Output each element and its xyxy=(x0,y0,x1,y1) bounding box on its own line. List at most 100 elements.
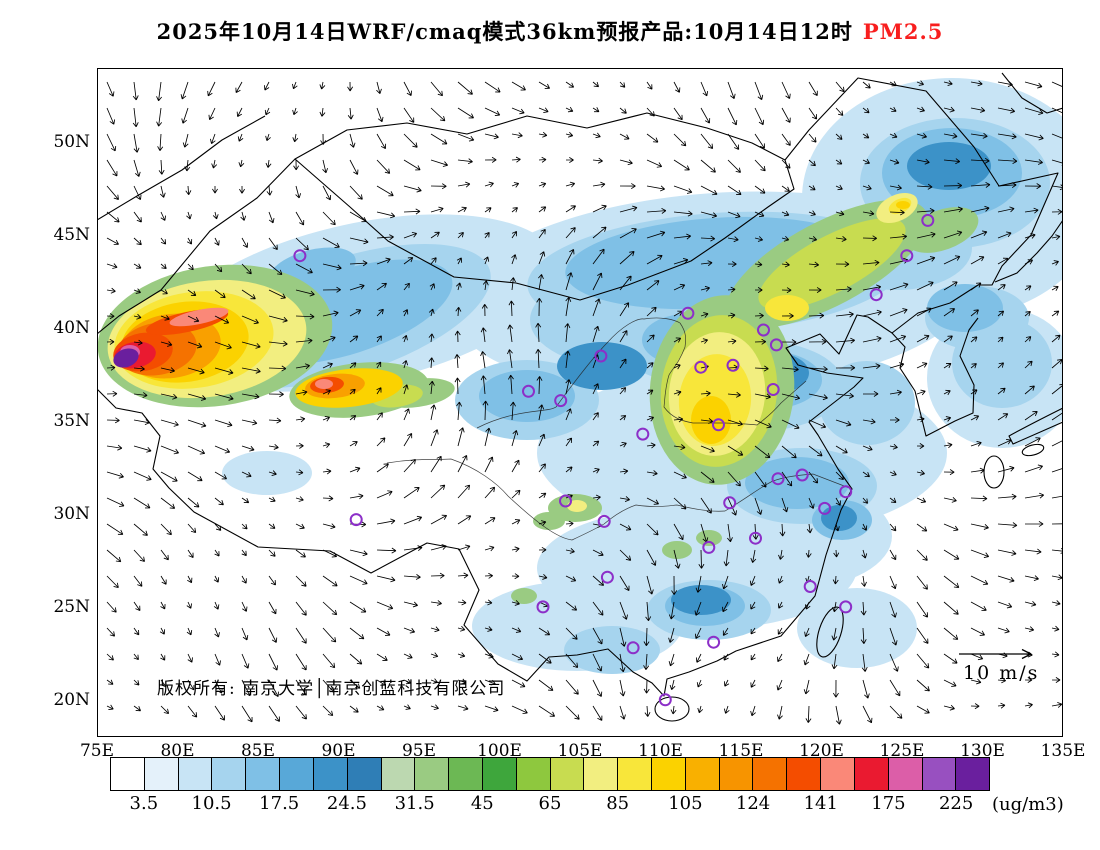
wind-arrow xyxy=(970,282,982,291)
colorbar-segment xyxy=(922,758,957,790)
wind-arrow xyxy=(132,107,139,128)
wind-arrow xyxy=(511,573,520,580)
wind-arrow xyxy=(106,523,124,535)
wind-arrow xyxy=(754,338,767,345)
wind-arrow xyxy=(106,313,115,320)
wind-arrow xyxy=(619,358,627,369)
wind-arrow xyxy=(835,184,843,191)
wind-arrow xyxy=(268,549,276,557)
wind-arrow xyxy=(1051,574,1063,581)
wind-arrow xyxy=(268,289,286,299)
wind-arrow xyxy=(727,445,744,456)
wind-arrow xyxy=(106,81,115,97)
wind-arrow xyxy=(376,257,391,265)
wind-vector-field xyxy=(106,80,1063,725)
wind-arrow xyxy=(781,81,791,99)
lon-label: 135E xyxy=(1040,741,1086,761)
wind-arrow xyxy=(268,627,278,643)
wind-arrow xyxy=(673,337,682,343)
wind-arrow xyxy=(322,601,338,616)
wind-arrow xyxy=(776,679,783,691)
colorbar-segment xyxy=(787,758,822,790)
wind-arrow xyxy=(970,627,985,636)
wind-arrow xyxy=(997,158,1018,164)
wind-arrow xyxy=(376,463,389,473)
wind-arrow xyxy=(268,340,288,347)
lat-label: 20N xyxy=(53,689,90,710)
wind-arrow xyxy=(106,211,120,223)
wind-arrow xyxy=(268,575,276,586)
wind-arrow xyxy=(943,523,959,532)
lat-label: 30N xyxy=(53,504,90,524)
wind-arrow xyxy=(349,185,363,200)
colorbar-tick-label: 31.5 xyxy=(394,793,435,814)
wind-arrow xyxy=(295,627,307,644)
wind-arrow xyxy=(916,389,926,396)
wind-arrow xyxy=(538,404,545,421)
city-marker xyxy=(818,501,832,515)
wind-arrow xyxy=(889,209,905,216)
wind-arrow xyxy=(781,497,789,513)
kyushu-island xyxy=(983,455,1005,489)
wind-arrow xyxy=(430,429,439,447)
wind-arrow xyxy=(322,653,336,669)
wind-arrow xyxy=(106,263,118,269)
wind-arrow xyxy=(265,133,271,141)
wind-arrow xyxy=(754,365,769,372)
wind-arrow xyxy=(777,705,783,720)
wind-arrow xyxy=(430,704,439,711)
wind-arrow xyxy=(564,323,571,343)
wind-arrow xyxy=(349,493,364,500)
wind-arrow xyxy=(916,256,936,265)
wind-arrow xyxy=(700,418,714,424)
wind-arrow xyxy=(619,387,627,395)
lon-label: 125E xyxy=(879,741,925,761)
city-markers xyxy=(293,213,935,707)
wind-arrow xyxy=(723,653,729,661)
wind-arrow xyxy=(695,575,702,593)
wind-arrow xyxy=(376,437,386,447)
wind-arrow xyxy=(349,653,363,665)
wind-arrow xyxy=(511,230,518,239)
wind-arrow xyxy=(565,157,574,163)
wind-arrow xyxy=(943,230,963,239)
lat-label: 45N xyxy=(53,225,90,246)
wind-arrow xyxy=(835,419,852,427)
wind-arrow xyxy=(646,362,654,369)
wind-arrow xyxy=(322,549,338,558)
wind-arrow xyxy=(831,653,838,670)
wind-arrow xyxy=(349,237,369,245)
wind-arrow xyxy=(457,515,472,525)
wind-arrow xyxy=(511,600,520,606)
wind-arrow xyxy=(376,627,391,636)
pm25-contour-field xyxy=(97,78,1063,674)
wind-arrow xyxy=(484,181,494,188)
wind-arrow xyxy=(997,549,1017,556)
wind-arrow xyxy=(646,107,655,117)
wind-arrow xyxy=(187,679,195,691)
wind-arrow xyxy=(808,236,818,242)
city-marker xyxy=(723,496,737,510)
wind-arrow xyxy=(970,157,990,164)
wind-arrow xyxy=(671,575,678,595)
wind-arrow xyxy=(754,497,763,515)
wind-arrow xyxy=(536,376,543,395)
wind-arrow xyxy=(619,679,626,697)
wind-arrow xyxy=(889,132,898,139)
wind-arrow xyxy=(673,444,686,450)
wind-arrow xyxy=(889,601,897,618)
wind-arrow xyxy=(803,653,810,666)
wind-arrow xyxy=(403,185,422,193)
wind-arrow xyxy=(264,107,271,116)
wind-arrow xyxy=(376,518,396,525)
wind-arrow xyxy=(511,207,518,213)
wind-arrow xyxy=(889,549,897,561)
colorbar-segment xyxy=(415,758,450,790)
wind-arrow xyxy=(727,523,733,543)
city-marker xyxy=(594,349,608,363)
wind-arrow xyxy=(292,81,298,90)
wind-arrow xyxy=(403,678,412,685)
wind-arrow xyxy=(916,208,935,214)
wind-arrow xyxy=(565,601,578,611)
wind-arrow xyxy=(241,341,261,349)
